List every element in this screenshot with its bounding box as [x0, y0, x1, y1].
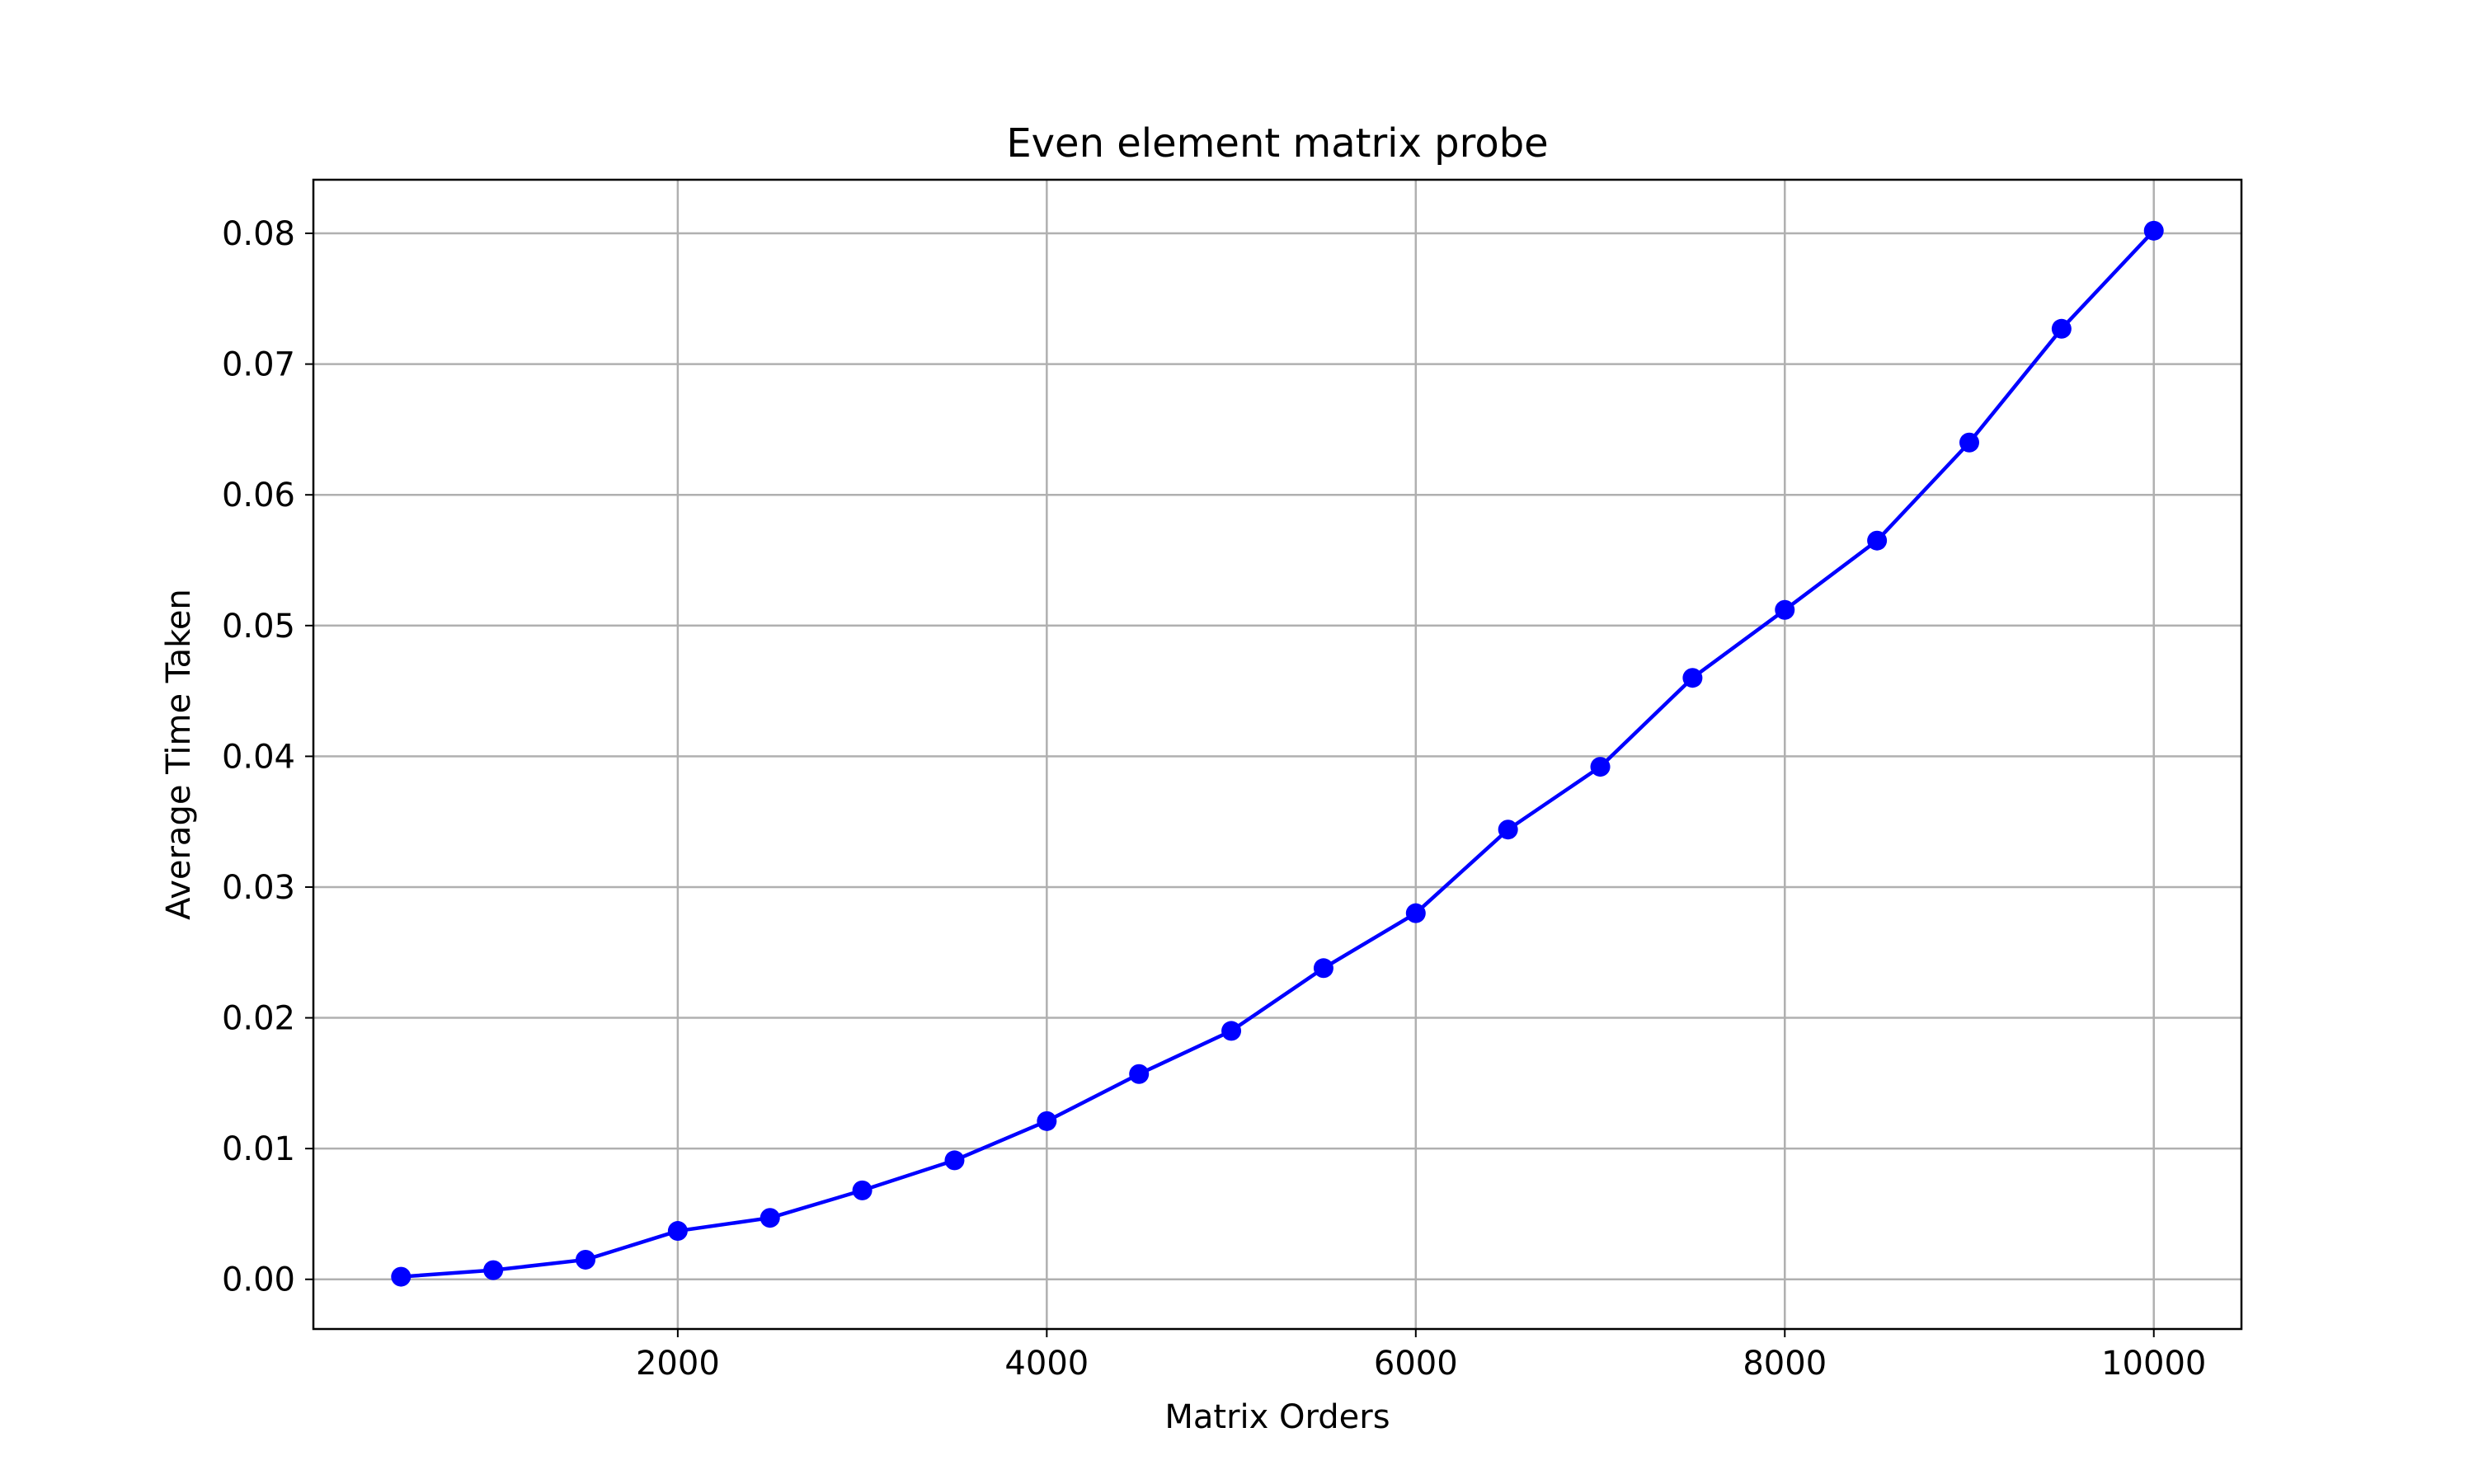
y-axis-label: Average Time Taken [160, 589, 198, 920]
data-point [760, 1208, 780, 1228]
y-tick-label: 0.05 [222, 608, 295, 646]
y-tick-label: 0.06 [222, 477, 295, 514]
y-tick-label: 0.07 [222, 346, 295, 384]
data-point [1498, 819, 1518, 840]
x-tick-label: 10000 [2101, 1345, 2206, 1383]
grid-lines [313, 180, 2241, 1329]
y-tick-label: 0.03 [222, 869, 295, 907]
data-point [1313, 958, 1333, 979]
y-tick-label: 0.02 [222, 1000, 295, 1038]
data-point [1405, 903, 1426, 923]
y-tick-label: 0.01 [222, 1130, 295, 1168]
series-layer [391, 220, 2164, 1287]
x-tick-label: 2000 [636, 1345, 720, 1383]
x-tick-label: 4000 [1004, 1345, 1089, 1383]
plot-frame [312, 178, 2243, 1331]
data-point [1221, 1021, 1242, 1041]
data-point [2143, 220, 2164, 241]
y-tick-label: 0.00 [222, 1261, 295, 1299]
data-point [667, 1221, 688, 1242]
x-tick-label: 8000 [1743, 1345, 1827, 1383]
x-tick-label: 6000 [1374, 1345, 1458, 1383]
data-point [483, 1260, 504, 1280]
data-point [576, 1249, 596, 1270]
data-point [1590, 757, 1611, 777]
series-line [401, 229, 2156, 1279]
x-axis-label: Matrix Orders [1164, 1398, 1390, 1436]
data-point [1775, 599, 1795, 620]
data-point [391, 1266, 412, 1287]
data-point [1682, 668, 1703, 688]
y-tick-label: 0.04 [222, 738, 295, 776]
data-point [852, 1180, 872, 1200]
axis-ticks: 2000 4000 6000 8000 10000 0.00 0.01 0.02 0.03 0.0… [222, 215, 2206, 1383]
data-point [1959, 432, 1979, 453]
data-point [1867, 530, 1888, 551]
data-point [2051, 318, 2072, 339]
data-point [944, 1150, 965, 1171]
data-point [1037, 1111, 1057, 1131]
data-point [1129, 1064, 1150, 1084]
chart-title: Even element matrix probe [1006, 120, 1548, 167]
y-tick-label: 0.08 [222, 215, 295, 253]
